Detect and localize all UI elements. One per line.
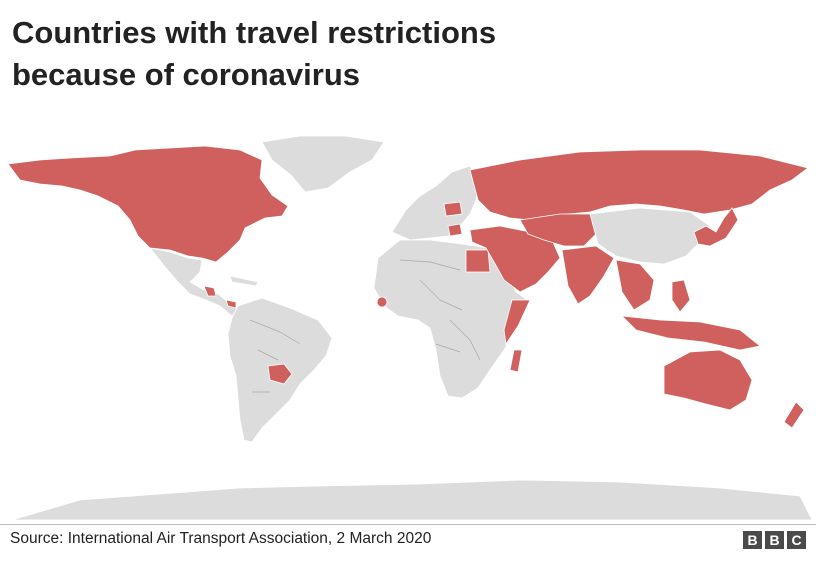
- europe: [391, 165, 479, 241]
- footer-divider: [0, 524, 816, 525]
- title-line-2: because of coronavirus: [12, 57, 361, 92]
- bbc-logo: B B C: [743, 531, 806, 549]
- africa: [373, 239, 531, 399]
- madagascar-restricted: [509, 349, 523, 373]
- new-zealand-restricted: [783, 401, 805, 429]
- logo-letter-b2: B: [765, 531, 784, 549]
- caribbean: [229, 275, 259, 287]
- africa-borders: [399, 259, 481, 361]
- indonesia-restricted: [620, 315, 761, 351]
- egypt-restricted: [465, 249, 491, 273]
- central-america-restricted: [203, 285, 217, 297]
- north-america-restricted: [7, 145, 289, 263]
- mexico-central-america: [149, 247, 239, 317]
- greenland: [261, 135, 385, 193]
- south-asia-restricted: [561, 245, 615, 305]
- panama-restricted: [225, 299, 237, 309]
- southeast-asia-restricted: [615, 259, 655, 311]
- central-asia-restricted: [519, 213, 599, 247]
- china: [589, 207, 711, 265]
- australia-restricted: [663, 349, 753, 411]
- antarctica: [11, 479, 813, 521]
- liberia-restricted: [376, 296, 388, 308]
- logo-letter-b1: B: [743, 531, 762, 549]
- world-map: [7, 135, 813, 521]
- balkans-restricted: [447, 223, 463, 237]
- paraguay-restricted: [267, 363, 293, 385]
- south-america-borders: [249, 319, 301, 393]
- somalia-restricted: [503, 299, 531, 346]
- philippines-restricted: [671, 279, 691, 313]
- poland-restricted: [443, 201, 463, 217]
- title-line-1: Countries with travel restrictions: [12, 15, 497, 50]
- korea-japan-restricted: [693, 207, 739, 247]
- chart-title: Countries with travel restrictions becau…: [12, 12, 712, 96]
- logo-letter-c: C: [787, 531, 806, 549]
- source-note: Source: International Air Transport Asso…: [10, 530, 432, 547]
